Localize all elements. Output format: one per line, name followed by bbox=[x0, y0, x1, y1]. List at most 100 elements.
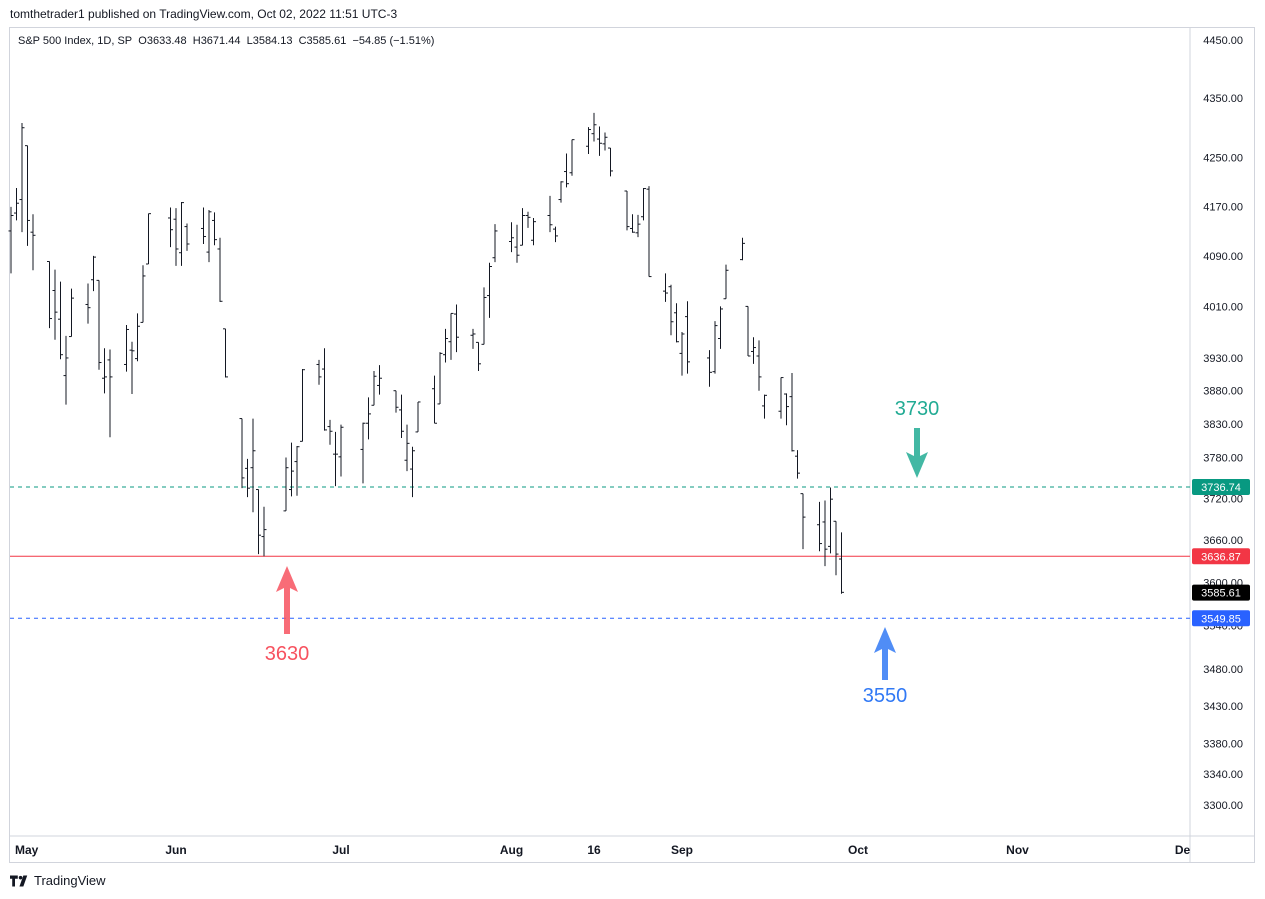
ohlc-bar bbox=[723, 264, 729, 300]
price-tick-label: 3720.00 bbox=[1203, 493, 1243, 505]
ohlc-bar bbox=[415, 401, 421, 433]
ohlc-bar bbox=[327, 419, 333, 445]
ohlc-bar bbox=[481, 287, 487, 345]
ohlc-bar bbox=[443, 328, 448, 363]
ohlc-bar bbox=[454, 304, 459, 353]
ohlc-bar bbox=[745, 305, 751, 357]
price-tick-label: 3830.00 bbox=[1203, 419, 1243, 431]
price-tick-label: 3880.00 bbox=[1203, 386, 1243, 398]
ohlc-bar bbox=[129, 341, 135, 395]
price-tick-label: 3430.00 bbox=[1203, 701, 1243, 713]
level-price-tag: 3736.74 bbox=[1201, 482, 1241, 494]
last-price-tag: 3585.61 bbox=[1201, 588, 1241, 600]
open-label: O bbox=[138, 35, 147, 47]
ohlc-bar bbox=[718, 306, 723, 349]
ohlc-bar bbox=[756, 340, 762, 391]
ohlc-bar bbox=[674, 303, 679, 343]
low-label: L bbox=[246, 35, 253, 47]
ohlc-bar bbox=[668, 284, 674, 336]
price-tick-label: 3340.00 bbox=[1203, 769, 1243, 781]
ohlc-bar bbox=[822, 500, 828, 567]
ohlc-bar bbox=[586, 127, 591, 155]
ohlc-bar bbox=[212, 212, 217, 246]
ohlc-bar bbox=[751, 337, 756, 364]
ohlc-bar bbox=[569, 139, 575, 176]
last-price-tag-bg bbox=[1192, 584, 1250, 601]
publisher-line: tomthetrader1 published on TradingView.c… bbox=[10, 7, 398, 21]
ohlc-bar bbox=[47, 260, 52, 329]
time-tick-label: Aug bbox=[500, 843, 523, 857]
time-tick-label: Nov bbox=[1006, 843, 1029, 857]
ohlc-bar bbox=[393, 390, 399, 413]
ohlc-bar bbox=[608, 147, 613, 177]
ohlc-bar bbox=[366, 397, 371, 440]
ohlc-bar bbox=[333, 431, 338, 487]
ohlc-bar bbox=[833, 520, 839, 576]
ohlc-bar bbox=[784, 393, 789, 426]
ohlc-bar bbox=[135, 313, 140, 362]
change-value: −54.85 (−1.51%) bbox=[352, 35, 435, 47]
ohlc-bar bbox=[525, 211, 531, 228]
ohlc-bar bbox=[58, 281, 63, 360]
time-tick-label: Sep bbox=[671, 843, 693, 857]
annotation-label: 3630 bbox=[265, 643, 310, 665]
ohlc-bar bbox=[223, 328, 228, 378]
ohlc-bar bbox=[663, 273, 668, 302]
ohlc-bar bbox=[564, 153, 569, 188]
ohlc-legend: S&P 500 Index, 1D, SP O3633.48 H3671.44 … bbox=[18, 35, 434, 47]
ohlc-bar bbox=[300, 369, 305, 442]
ohlc-bar bbox=[800, 493, 806, 550]
ohlc-bar bbox=[294, 446, 300, 496]
annotation-arrow-up bbox=[874, 627, 896, 680]
ohlc-bar bbox=[14, 187, 19, 221]
ohlc-bar bbox=[124, 324, 129, 372]
annotation-arrow-down bbox=[906, 428, 928, 478]
level-price-tag-bg bbox=[1192, 478, 1250, 495]
symbol-label: S&P 500 Index, 1D, SP bbox=[18, 35, 133, 47]
price-tick-label: 4450.00 bbox=[1203, 35, 1243, 47]
price-tick-label: 4010.00 bbox=[1203, 301, 1243, 313]
ohlc-bar bbox=[591, 112, 597, 142]
ohlc-bar bbox=[520, 208, 525, 246]
price-tick-label: 3660.00 bbox=[1203, 535, 1243, 547]
level-price-tag-bg bbox=[1192, 610, 1250, 627]
close-label: C bbox=[298, 35, 307, 47]
footer-brand: TradingView bbox=[34, 873, 106, 888]
ohlc-bar bbox=[641, 187, 646, 221]
ohlc-bar bbox=[91, 255, 96, 292]
ohlc-bar bbox=[597, 126, 602, 156]
ohlc-bar bbox=[25, 145, 30, 246]
annotation-label: 3550 bbox=[863, 685, 908, 707]
ohlc-bar bbox=[762, 394, 767, 419]
ohlc-bar bbox=[602, 132, 608, 151]
time-tick-label: Oct bbox=[848, 843, 868, 857]
ohlc-bar bbox=[778, 377, 784, 419]
price-tick-label: 4170.00 bbox=[1203, 201, 1243, 213]
open-value: 3633.48 bbox=[146, 35, 187, 47]
ohlc-bar bbox=[624, 190, 630, 231]
ohlc-bar bbox=[470, 328, 476, 349]
ohlc-bar bbox=[828, 487, 833, 554]
ohlc-bar bbox=[261, 506, 267, 557]
ohlc-bar bbox=[410, 446, 415, 498]
ohlc-bar bbox=[685, 301, 690, 374]
ohlc-bar bbox=[250, 418, 256, 513]
level-price-tag: 3636.87 bbox=[1201, 551, 1241, 563]
ohlc-bar bbox=[69, 288, 74, 338]
ohlc-bar bbox=[492, 224, 498, 263]
level-price-tag: 3549.85 bbox=[1201, 613, 1241, 625]
time-tick-label: May bbox=[15, 843, 39, 857]
ohlc-bar bbox=[404, 424, 410, 472]
ohlc-bar bbox=[316, 359, 322, 385]
ohlc-bar bbox=[514, 224, 520, 263]
ohlc-bar bbox=[201, 207, 206, 244]
ohlc-bar bbox=[509, 222, 514, 253]
ohlc-bar bbox=[437, 352, 443, 405]
ohlc-bar bbox=[173, 208, 179, 266]
time-tick-label: 16 bbox=[587, 843, 601, 857]
ohlc-bar bbox=[245, 458, 250, 498]
ohlc-bar bbox=[217, 237, 223, 302]
ohlc-bar bbox=[322, 348, 327, 431]
annotation-arrow-up bbox=[276, 566, 298, 634]
